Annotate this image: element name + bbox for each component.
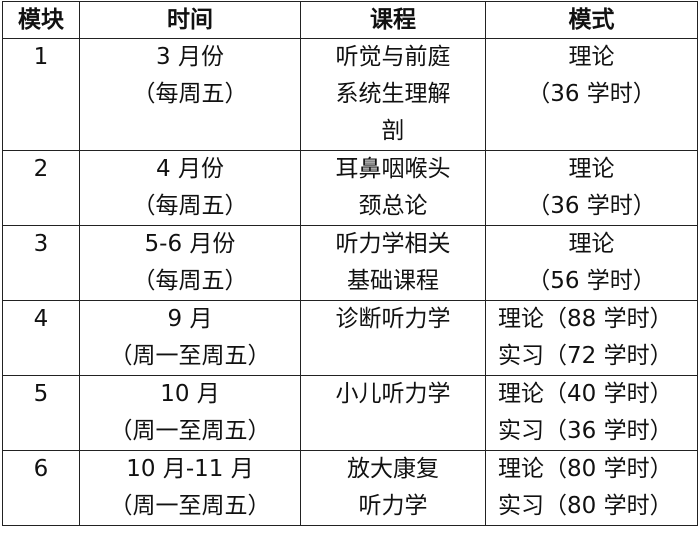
header-row: 模块 时间 课程 模式 [2, 1, 698, 39]
mode-cell-line: 理论（40 学时） [498, 381, 673, 407]
course-cell-line: 耳鼻咽喉头 [335, 156, 451, 182]
mode-cell-line: 实习（80 学时） [498, 493, 673, 519]
module-cell: 3 [2, 225, 80, 301]
time-cell: 10 月-11 月 （周一至周五） [79, 450, 301, 526]
time-cell-line: 4 月份 [156, 156, 224, 182]
time-cell-line: 10 月-11 月 [126, 456, 254, 482]
mode-cell-line: 理论（80 学时） [498, 456, 673, 482]
course-cell-line: 基础课程 [347, 268, 439, 294]
mode-cell-line: 实习（72 学时） [498, 343, 673, 369]
course-cell: 耳鼻咽喉头 颈总论 [300, 150, 486, 226]
table-row: 5 10 月 （周一至周五） 小儿听力学 理论（40 学时） 实习（36 学时） [2, 375, 698, 451]
course-cell: 诊断听力学 [300, 300, 486, 376]
mode-cell-line: （56 学时） [527, 268, 656, 294]
time-cell-line: （每周五） [132, 193, 248, 219]
module-cell: 2 [2, 150, 80, 226]
mode-cell-line: 理论 [568, 231, 615, 257]
time-cell-line: （周一至周五） [109, 418, 271, 444]
table-row: 3 5-6 月份 （每周五） 听力学相关基础课程 理论 （56 学时） [2, 225, 698, 301]
module-cell: 4 [2, 300, 80, 376]
table-row: 4 9 月 （周一至周五） 诊断听力学 理论（88 学时） 实习（72 学时） [2, 300, 698, 376]
course-cell: 放大康复 听力学 [300, 450, 486, 526]
table-row: 1 3 月份 （每周五） 听觉与前庭系统生理解剖 理论 （36 学时） [2, 38, 698, 151]
module-cell: 5 [2, 375, 80, 451]
time-cell: 10 月 （周一至周五） [79, 375, 301, 451]
mode-cell: 理论 （56 学时） [485, 225, 698, 301]
course-cell: 听力学相关 基础课程 [300, 225, 486, 301]
module-cell: 6 [2, 450, 80, 526]
time-cell-line: （每周五） [132, 81, 248, 107]
mode-cell: 理论 （36 学时） [485, 150, 698, 226]
header-module: 模块 [2, 1, 80, 39]
mode-cell-line: 理论 [568, 44, 615, 70]
mode-cell-line: 理论（88 学时） [498, 306, 673, 332]
time-cell: 9 月 （周一至周五） [79, 300, 301, 376]
mode-cell: 理论（80 学时） 实习（80 学时） [485, 450, 698, 526]
course-cell-line: 颈总论 [358, 193, 428, 219]
time-cell-line: 9 月 [167, 306, 213, 332]
mode-cell: 理论 （36 学时） [485, 38, 698, 151]
course-cell: 小儿听力学 [300, 375, 486, 451]
course-cell-line: 听力学 [358, 493, 428, 519]
time-cell-line: （周一至周五） [109, 343, 271, 369]
mode-cell: 理论（40 学时） 实习（36 学时） [485, 375, 698, 451]
mode-cell: 理论（88 学时） 实习（72 学时） [485, 300, 698, 376]
course-cell-line: 小儿听力学 [335, 381, 451, 407]
module-cell: 1 [2, 38, 80, 151]
course-cell-line: 放大康复 [347, 456, 439, 482]
header-course: 课程 [300, 1, 486, 39]
header-time: 时间 [79, 1, 301, 39]
mode-cell-line: 实习（36 学时） [498, 418, 673, 444]
time-cell: 4 月份 （每周五） [79, 150, 301, 226]
time-cell-line: 10 月 [160, 381, 220, 407]
mode-cell-line: 理论 [568, 156, 615, 182]
time-cell-line: （每周五） [132, 268, 248, 294]
course-cell-line: 听力学相关 [335, 231, 451, 257]
time-cell-line: （周一至周五） [109, 493, 271, 519]
table-row: 2 4 月份 （每周五） 耳鼻咽喉头颈总论 理论 （36 学时） [2, 150, 698, 226]
course-cell-line: 诊断听力学 [335, 306, 451, 332]
mode-cell-line: （36 学时） [527, 193, 656, 219]
time-cell-line: 5-6 月份 [144, 231, 236, 257]
course-cell-line: 听觉与前庭 [335, 44, 451, 70]
table-row: 6 10 月-11 月（周一至周五） 放大康复 听力学 理论（80 学时） 实习（80 学… [2, 450, 698, 526]
time-cell: 3 月份 （每周五） [79, 38, 301, 151]
time-cell: 5-6 月份 （每周五） [79, 225, 301, 301]
course-cell: 听觉与前庭系统生理解剖 [300, 38, 486, 151]
header-mode: 模式 [485, 1, 698, 39]
time-cell-line: 3 月份 [156, 44, 224, 70]
mode-cell-line: （36 学时） [527, 81, 656, 107]
course-cell-line: 剖 [381, 118, 405, 144]
course-cell-line: 系统生理解 [335, 81, 451, 107]
